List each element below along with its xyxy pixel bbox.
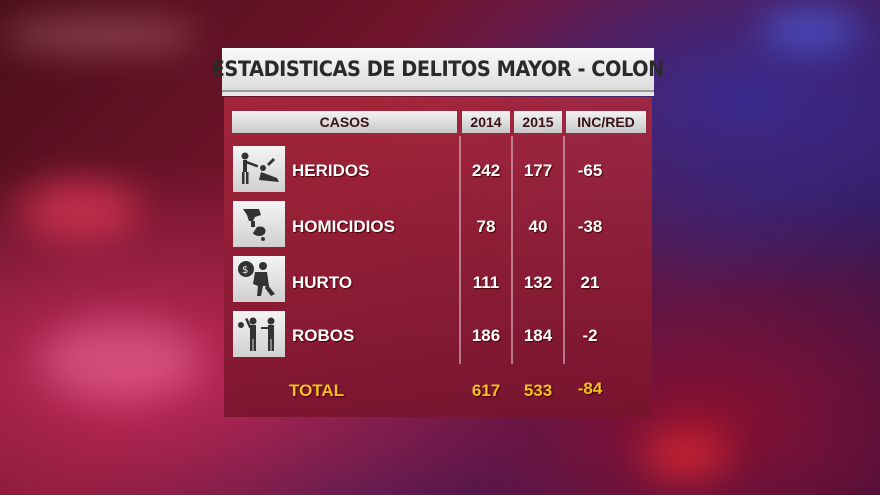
cell-inc-red: -65 bbox=[577, 161, 603, 180]
thief-icon: $ bbox=[233, 256, 285, 302]
column-divider bbox=[563, 136, 565, 364]
cell-2015: 184 bbox=[523, 326, 553, 345]
row-label-hurto: HURTO bbox=[292, 273, 353, 292]
cell-inc-red: -38 bbox=[577, 217, 603, 236]
title-underline bbox=[222, 92, 654, 96]
title-bar: ESTADISTICAS DE DELITOS MAYOR - COLON bbox=[212, 48, 665, 90]
cell-inc-red: -2 bbox=[582, 326, 598, 345]
total-inc-red: -84 bbox=[577, 379, 603, 398]
total-label: TOTAL bbox=[289, 381, 345, 400]
stats-panel bbox=[224, 97, 652, 417]
cell-2015: 177 bbox=[523, 161, 553, 180]
cell-inc-red: 21 bbox=[580, 273, 600, 292]
row-label-homicidios: HOMICIDIOS bbox=[292, 217, 395, 236]
cell-2014: 186 bbox=[471, 326, 501, 345]
robbery-icon bbox=[233, 311, 285, 357]
header-inc-red: INC/RED bbox=[566, 111, 646, 133]
header-2015: 2015 bbox=[514, 111, 562, 133]
row-label-heridos: HERIDOS bbox=[292, 161, 370, 180]
cell-2015: 40 bbox=[528, 217, 548, 236]
cell-2015: 132 bbox=[523, 273, 553, 292]
row-label-robos: ROBOS bbox=[292, 326, 355, 345]
header-2014: 2014 bbox=[462, 111, 510, 133]
cell-2014: 111 bbox=[472, 273, 500, 292]
homicide-icon bbox=[233, 201, 285, 247]
chart-title: ESTADISTICAS DE DELITOS MAYOR - COLON bbox=[211, 57, 665, 81]
total-2015: 533 bbox=[523, 381, 553, 400]
header-casos: CASOS bbox=[232, 111, 457, 133]
assault-icon bbox=[233, 146, 285, 192]
column-divider bbox=[459, 136, 461, 364]
svg-text:$: $ bbox=[242, 265, 248, 276]
cell-2014: 78 bbox=[476, 217, 496, 236]
total-2014: 617 bbox=[471, 381, 501, 400]
column-divider bbox=[511, 136, 513, 364]
cell-2014: 242 bbox=[471, 161, 501, 180]
